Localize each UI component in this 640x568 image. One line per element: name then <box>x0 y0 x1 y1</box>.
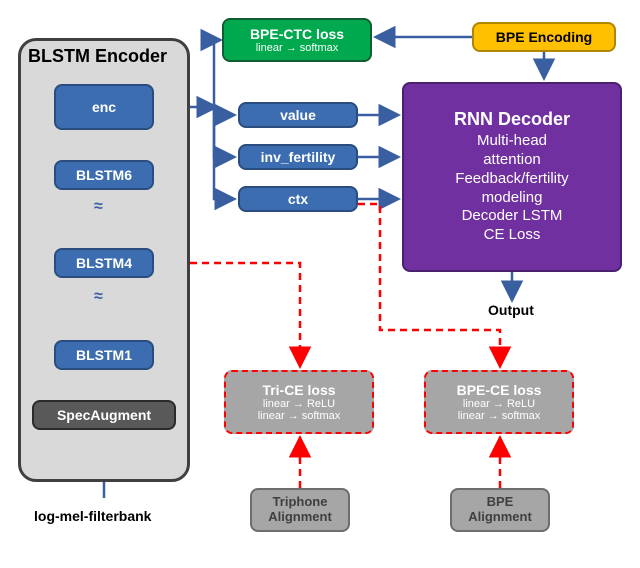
arrow-enc_bpe <box>214 40 218 107</box>
tri_align-line2: Alignment <box>268 510 332 525</box>
bpe_ce: BPE-CE losslinear → ReLUlinear → softmax <box>424 370 574 434</box>
bpe_ctc-title: BPE-CTC loss <box>250 26 344 42</box>
output-label: Output <box>488 302 534 318</box>
bpe_ce-sub1: linear → ReLU <box>463 398 535 410</box>
tri_ce-sub2: linear → softmax <box>258 410 341 422</box>
tri_align: TriphoneAlignment <box>250 488 350 532</box>
inv_fert: inv_fertility <box>238 144 358 170</box>
stack-ellipsis-icon: ≈ <box>94 198 103 216</box>
bpe_ctc: BPE-CTC losslinear → softmax <box>222 18 372 62</box>
rnn-decoder-line: attention <box>483 151 541 170</box>
value: value <box>238 102 358 128</box>
blstm6: BLSTM6 <box>54 160 154 190</box>
ctx: ctx <box>238 186 358 212</box>
tri_ce-title: Tri-CE loss <box>262 382 335 398</box>
bpe_enc: BPE Encoding <box>472 22 616 52</box>
rnn-decoder-title: RNN Decoder <box>454 109 570 130</box>
rnn-decoder-line: CE Loss <box>484 226 541 245</box>
enc: enc <box>54 84 154 130</box>
rnn-decoder: RNN Decoder Multi-headattentionFeedback/f… <box>402 82 622 272</box>
tri_align-line1: Triphone <box>273 495 328 510</box>
rnn-decoder-line: Multi-head <box>477 132 547 151</box>
bpe_align-line2: Alignment <box>468 510 532 525</box>
rnn-decoder-line: Feedback/fertility <box>455 170 568 189</box>
tri_ce-sub1: linear → ReLU <box>263 398 335 410</box>
rnn-decoder-line: Decoder LSTM <box>462 207 563 226</box>
blstm1: BLSTM1 <box>54 340 154 370</box>
blstm-encoder-title: BLSTM Encoder <box>28 46 167 67</box>
tri_ce: Tri-CE losslinear → ReLUlinear → softmax <box>224 370 374 434</box>
bpe_ce-sub2: linear → softmax <box>458 410 541 422</box>
specaugment: SpecAugment <box>32 400 176 430</box>
stack-ellipsis-icon: ≈ <box>94 288 103 306</box>
bpe_align-line1: BPE <box>487 495 514 510</box>
arrow-enc_ctx <box>214 107 232 199</box>
bpe_ctc-subtitle: linear → softmax <box>256 42 339 54</box>
arrow-enc_inv <box>214 107 232 157</box>
blstm4: BLSTM4 <box>54 248 154 278</box>
log-mel-filterbank-label: log-mel-filterbank <box>34 508 151 524</box>
bpe_align: BPEAlignment <box>450 488 550 532</box>
bpe_ce-title: BPE-CE loss <box>457 382 542 398</box>
rnn-decoder-line: modeling <box>482 189 543 208</box>
